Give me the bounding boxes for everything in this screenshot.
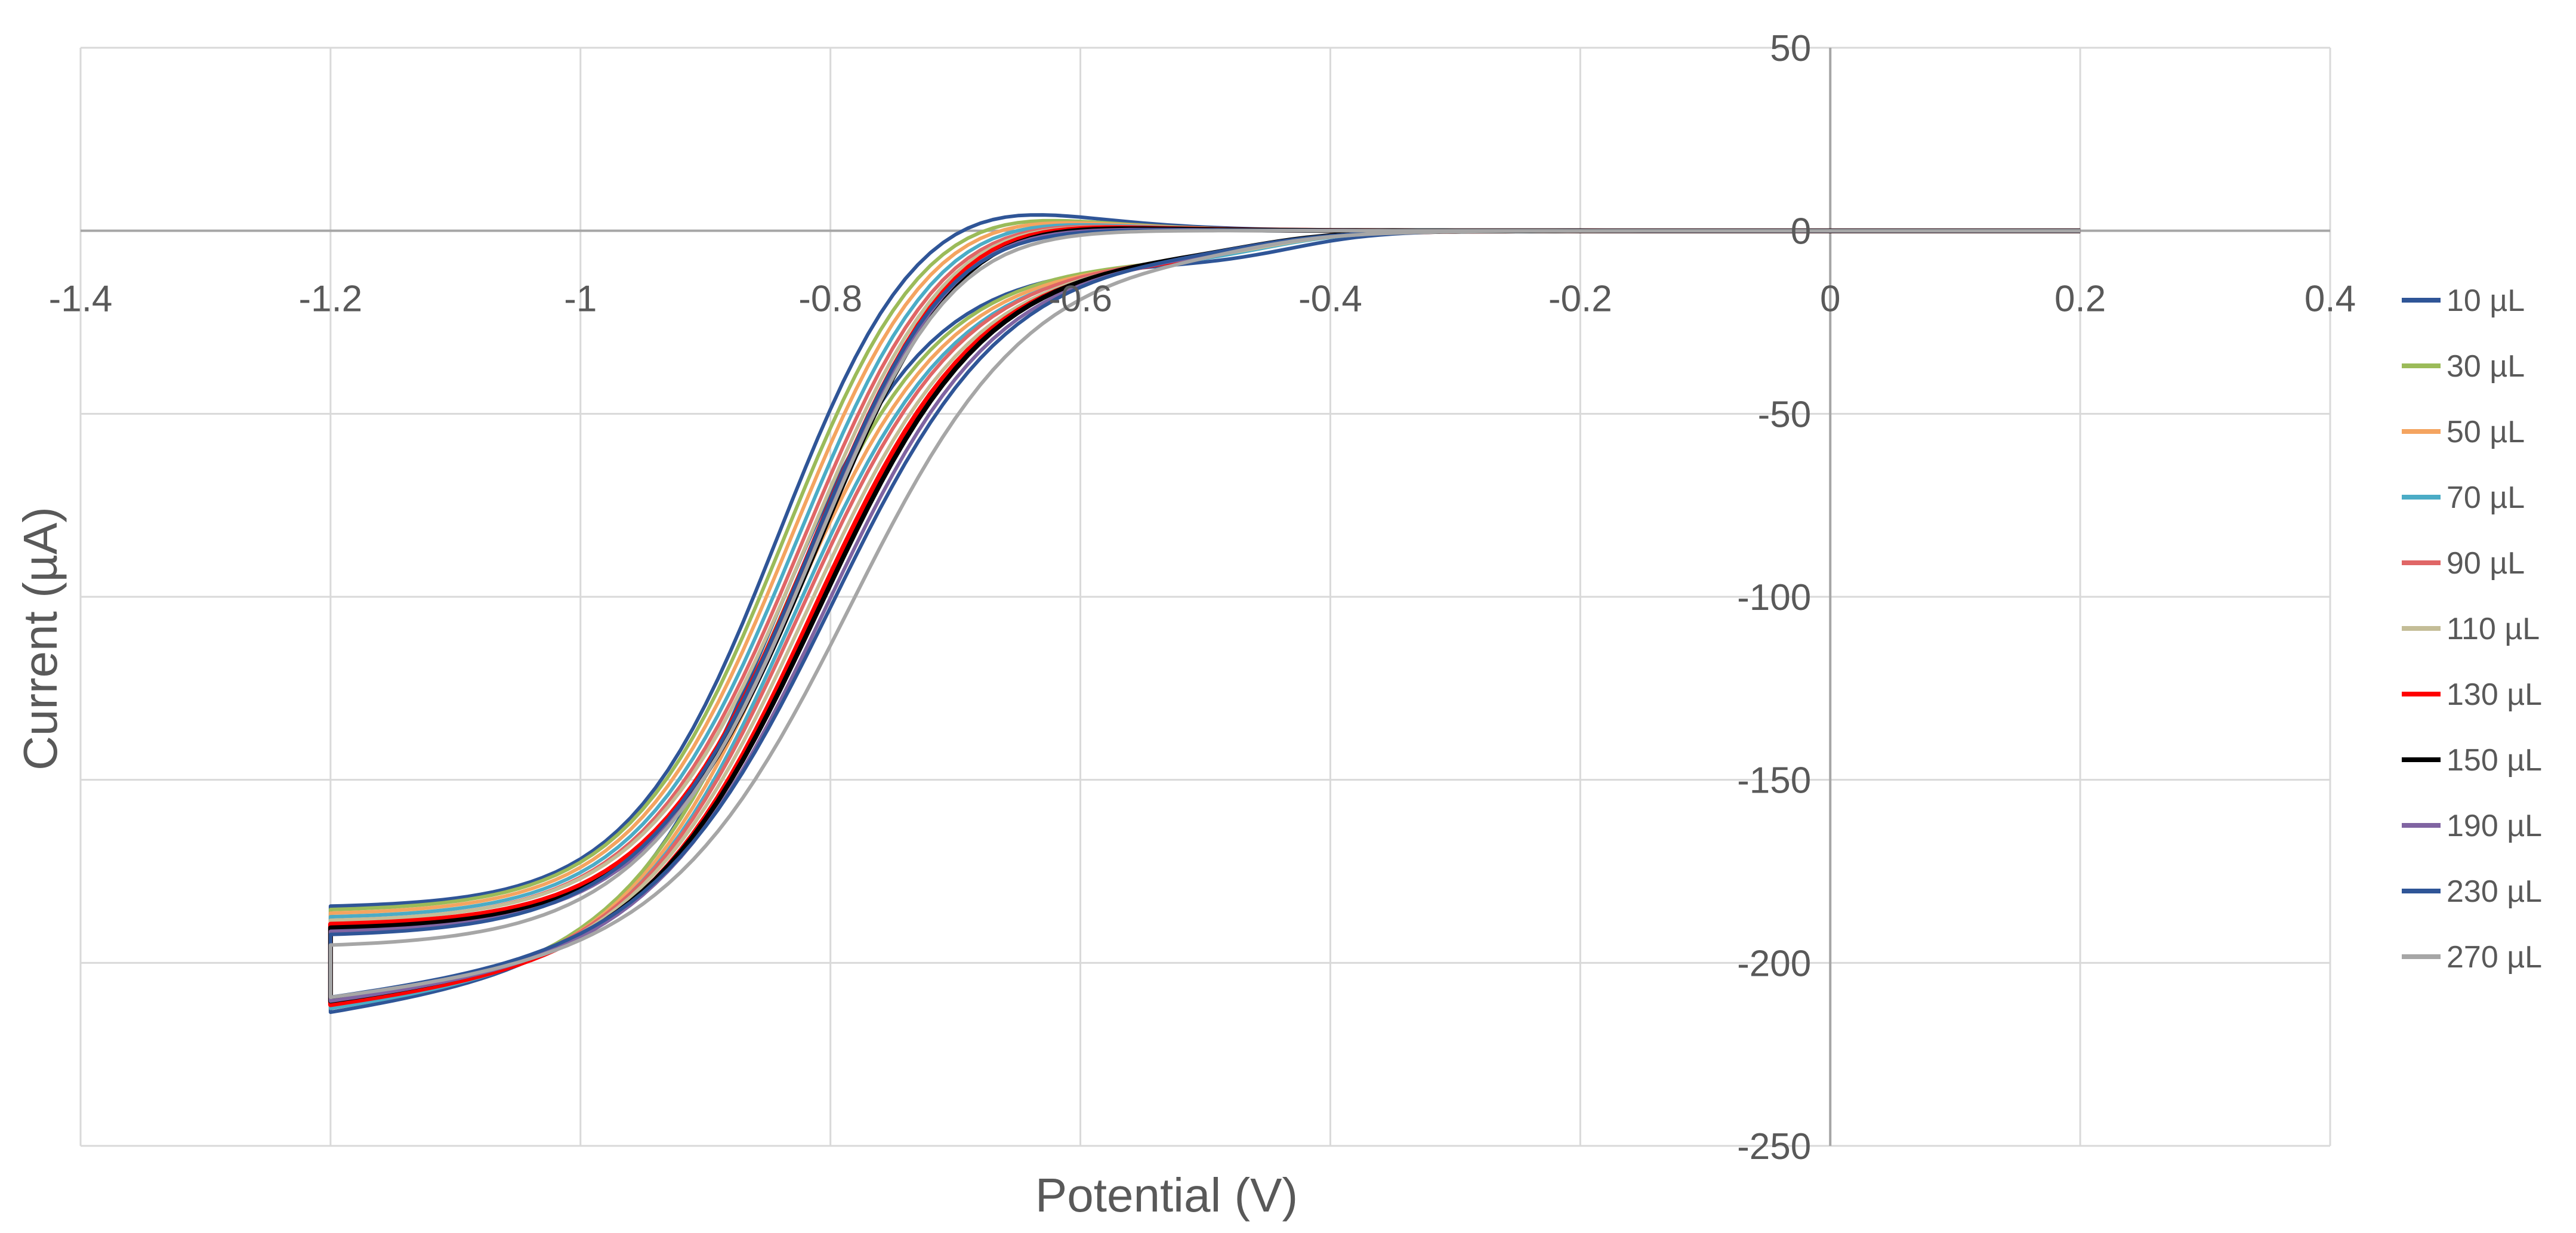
series-line: [328, 225, 2081, 1007]
y-tick-label: -150: [1737, 760, 1811, 802]
x-tick-label: -1.4: [49, 279, 113, 320]
x-tick-label: 0: [1820, 279, 1840, 320]
y-tick-label: -100: [1737, 577, 1811, 618]
x-tick-label: -0.6: [1048, 279, 1112, 320]
legend-label: 230 µL: [2447, 874, 2542, 909]
legend-label: 150 µL: [2447, 743, 2542, 778]
gridlines: [79, 47, 2331, 1147]
legend-label: 30 µL: [2447, 349, 2525, 384]
x-tick-label: -0.4: [1298, 279, 1362, 320]
legend-label: 10 µL: [2447, 283, 2525, 318]
legend-label: 50 µL: [2447, 415, 2525, 449]
legend-label: 190 µL: [2447, 809, 2542, 843]
y-tick-label: 0: [1791, 211, 1811, 252]
series-curves: [328, 213, 2081, 1015]
y-tick-label: -50: [1758, 394, 1812, 435]
x-tick-labels: -1.4 -1.2 -1 -0.8 -0.6 -0.4 -0.2 0 0.2 0.4: [49, 279, 2356, 320]
y-tick-label: 50: [1770, 28, 1811, 69]
y-tick-label: -200: [1737, 943, 1811, 984]
series-line: [328, 228, 2081, 999]
x-tick-label: -1.2: [298, 279, 362, 320]
x-tick-label: -1: [564, 279, 597, 320]
legend-label: 270 µL: [2447, 940, 2542, 975]
x-tick-label: -0.8: [798, 279, 862, 320]
series-line: [328, 224, 2081, 1007]
y-axis-title: Current (µA): [14, 507, 67, 770]
x-axis-title: Potential (V): [1035, 1169, 1298, 1222]
x-tick-label: 0.2: [2054, 279, 2106, 320]
legend: 10 µL 30 µL 50 µL 70 µL 90 µL 110 µL 130 µL 150…: [2402, 283, 2542, 975]
series-line: [328, 229, 2081, 999]
legend-label: 90 µL: [2447, 546, 2525, 581]
y-tick-labels: 50 0 -50 -100 -150 -200 -250: [1737, 28, 1811, 1167]
x-tick-label: 0.4: [2304, 279, 2356, 320]
legend-label: 110 µL: [2447, 612, 2540, 646]
x-tick-label: -0.2: [1548, 279, 1612, 320]
legend-label: 70 µL: [2447, 480, 2525, 515]
series-line: [328, 225, 2081, 1007]
legend-label: 130 µL: [2447, 677, 2542, 712]
y-tick-label: -250: [1737, 1126, 1811, 1167]
